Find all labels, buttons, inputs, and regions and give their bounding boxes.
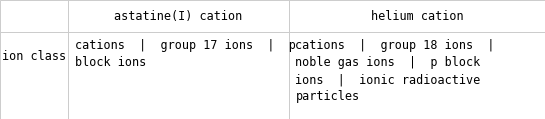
Bar (289, 0, 545, 32)
Bar (0, 32, 68, 119)
Text: helium cation: helium cation (371, 10, 463, 23)
Text: cations  |  group 17 ions  |  p
block ions: cations | group 17 ions | p block ions (75, 39, 295, 69)
Text: astatine(I) cation: astatine(I) cation (114, 10, 243, 23)
Bar (68, 0, 289, 32)
Bar (68, 32, 289, 119)
Text: cations  |  group 18 ions  |
noble gas ions  |  p block
ions  |  ionic radioacti: cations | group 18 ions | noble gas ions… (295, 39, 495, 103)
Bar (0, 0, 68, 32)
Bar (289, 32, 545, 119)
Text: ion class: ion class (2, 50, 66, 63)
